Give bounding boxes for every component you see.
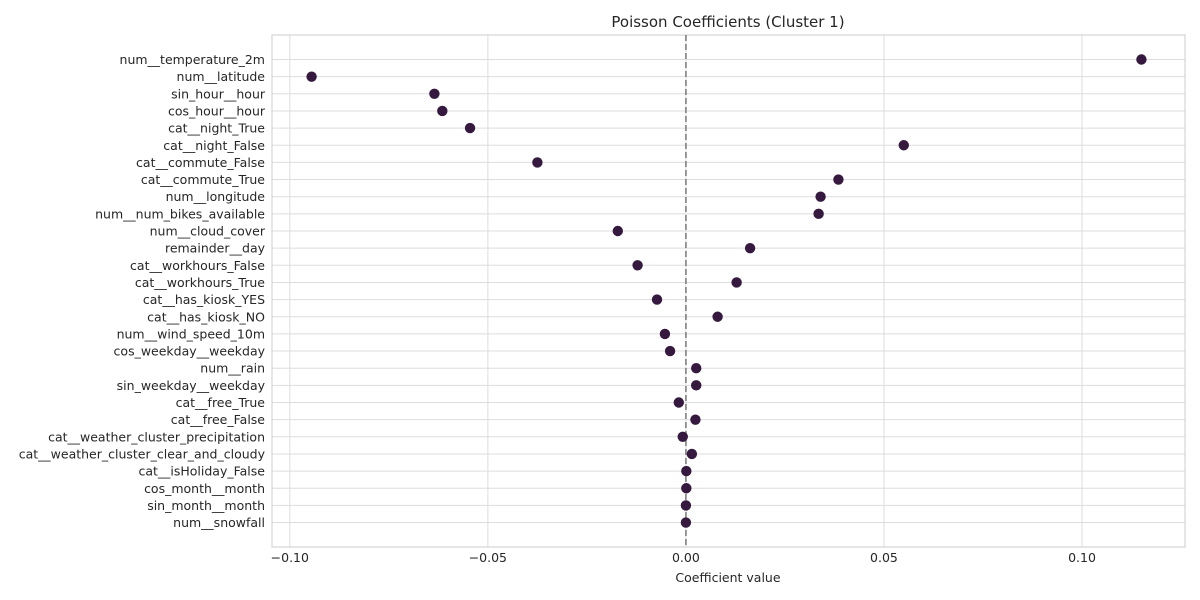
- x-tick-label: 0.05: [870, 550, 898, 565]
- feature-label: num__latitude: [177, 69, 266, 84]
- coefficient-point: [690, 414, 701, 425]
- x-tick-label: −0.10: [271, 550, 309, 565]
- coefficient-point: [429, 88, 440, 100]
- feature-label: sin_month__month: [147, 498, 265, 513]
- feature-label: cat__free_True: [176, 395, 266, 410]
- feature-label: cat__weather_cluster_clear_and_cloudy: [19, 446, 266, 461]
- feature-label: cat__commute_True: [141, 172, 265, 187]
- feature-label: cat__isHoliday_False: [138, 464, 265, 479]
- coefficient-point: [464, 122, 476, 134]
- coefficient-point: [532, 157, 543, 168]
- coefficient-point: [651, 294, 663, 305]
- x-axis-label: Coefficient value: [675, 570, 780, 585]
- feature-label: num__temperature_2m: [120, 52, 265, 67]
- feature-label: cat__weather_cluster_precipitation: [48, 429, 265, 444]
- coefficient-point: [691, 363, 702, 374]
- coefficient-point: [833, 174, 844, 185]
- coefficient-point: [677, 431, 688, 442]
- coefficient-point: [681, 465, 692, 477]
- x-tick-label: 0.10: [1068, 550, 1096, 565]
- feature-label: sin_hour__hour: [171, 86, 266, 101]
- coefficient-point: [680, 500, 692, 511]
- y-gridlines: [272, 59, 1185, 524]
- coefficient-point: [744, 242, 756, 254]
- feature-label: num__longitude: [166, 189, 266, 204]
- chart-title: Poisson Coefficients (Cluster 1): [611, 13, 844, 31]
- coefficient-point: [437, 105, 448, 117]
- feature-label: remainder__day: [165, 241, 266, 256]
- coefficient-point: [673, 397, 684, 408]
- coefficient-point: [1136, 54, 1147, 65]
- feature-label: cos_hour__hour: [168, 103, 266, 118]
- coefficient-point: [691, 380, 702, 391]
- coefficient-point: [612, 225, 623, 237]
- coefficient-point: [306, 71, 317, 82]
- feature-label: sin_weekday__weekday: [117, 378, 266, 393]
- feature-label: num__num_bikes_available: [95, 206, 265, 221]
- feature-label: cat__workhours_False: [130, 258, 265, 273]
- feature-label: cat__night_False: [163, 138, 265, 153]
- coefficient-point: [731, 277, 742, 288]
- x-tick-label: 0.00: [672, 550, 700, 565]
- feature-label: cat__has_kiosk_NO: [147, 309, 265, 324]
- feature-label: cos_weekday__weekday: [114, 344, 266, 359]
- coefficient-point: [681, 483, 692, 494]
- feature-label: cat__free_False: [171, 412, 266, 427]
- feature-label: cat__workhours_True: [135, 275, 265, 290]
- coefficient-point: [686, 448, 698, 460]
- feature-label: cos_month__month: [144, 481, 265, 496]
- x-tick-labels: −0.10 −0.05 0.00 0.05 0.10: [271, 550, 1096, 565]
- coefficient-point: [813, 208, 824, 220]
- feature-label: num__snowfall: [173, 515, 265, 530]
- coefficient-point: [815, 191, 826, 202]
- coefficient-point: [659, 328, 671, 340]
- feature-label: cat__commute_False: [136, 155, 265, 170]
- coefficient-point: [680, 517, 692, 528]
- feature-label: cat__night_True: [168, 121, 265, 136]
- feature-labels: num__temperature_2m num__latitude sin_hour…: [19, 52, 266, 530]
- coefficient-point: [632, 260, 643, 271]
- feature-label: num__rain: [200, 361, 265, 376]
- feature-label: num__wind_speed_10m: [117, 326, 265, 341]
- coefficient-point: [664, 345, 676, 357]
- x-tick-label: −0.05: [469, 550, 507, 565]
- coefficient-points: [306, 54, 1147, 528]
- coefficient-point: [898, 140, 909, 151]
- feature-label: cat__has_kiosk_YES: [143, 292, 265, 307]
- plot-frame: [271, 34, 1186, 548]
- coefficient-point: [712, 311, 723, 322]
- feature-label: num__cloud_cover: [150, 224, 266, 239]
